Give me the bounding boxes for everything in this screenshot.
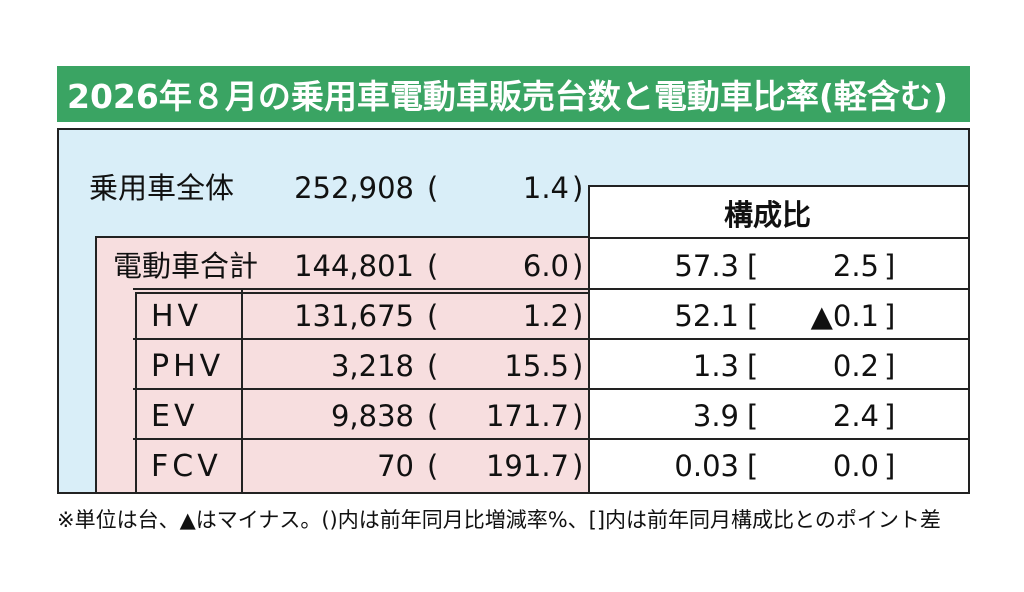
paren-close: ) <box>572 299 584 333</box>
row-label: HV <box>151 299 203 334</box>
row-share-diff: 0.2 <box>832 349 879 383</box>
row-divider <box>133 338 968 340</box>
header-divider <box>590 237 968 239</box>
square-close: ] <box>884 399 896 433</box>
paren-open: ( <box>427 449 439 483</box>
label-divider <box>241 290 243 492</box>
square-open: [ <box>747 249 759 283</box>
total-units: 252,908 <box>294 171 414 205</box>
ev-breakdown <box>135 292 970 492</box>
paren-open: ( <box>427 399 439 433</box>
row-label: FCV <box>151 449 222 484</box>
row-divider <box>133 388 968 390</box>
square-close: ] <box>884 249 896 283</box>
row-share-diff: 0.0 <box>832 449 879 483</box>
row-yoy: 1.2 <box>522 299 569 333</box>
row-yoy: 171.7 <box>485 399 569 433</box>
row-share: 3.9 <box>692 399 739 433</box>
paren-close: ) <box>572 399 584 433</box>
paren-close: ) <box>572 171 584 205</box>
row-divider <box>133 438 968 440</box>
total-yoy: 1.4 <box>522 171 569 205</box>
paren-open: ( <box>427 171 439 205</box>
row-label: 電動車合計 <box>113 249 259 283</box>
row-share: 1.3 <box>692 349 739 383</box>
row-share: 52.1 <box>674 299 739 333</box>
page-title: 2026年８月の乗用車電動車販売台数と電動車比率(軽含む) <box>57 66 970 122</box>
row-units: 3,218 <box>330 349 414 383</box>
ev-units-area <box>97 238 589 492</box>
row-share: 57.3 <box>674 249 739 283</box>
paren-open: ( <box>427 299 439 333</box>
row-share-diff: 2.5 <box>832 249 879 283</box>
square-open: [ <box>747 399 759 433</box>
row-share: 0.03 <box>674 449 739 483</box>
title-text: 2026年８月の乗用車電動車販売台数と電動車比率(軽含む) <box>67 77 949 116</box>
paren-close: ) <box>572 349 584 383</box>
row-divider <box>133 288 968 290</box>
row-yoy: 15.5 <box>504 349 569 383</box>
row-label: EV <box>151 399 199 434</box>
row-units: 70 <box>377 449 414 483</box>
square-close: ] <box>884 299 896 333</box>
row-share-diff: 2.4 <box>832 399 879 433</box>
square-open: [ <box>747 349 759 383</box>
row-share-diff: ▲0.1 <box>810 299 879 333</box>
paren-open: ( <box>427 349 439 383</box>
square-close: ] <box>884 349 896 383</box>
composition-header: 構成比 <box>724 198 812 232</box>
sales-table: 乗用車全体 252,908 ( 1.4 ) 構成比 電動車合計 144,801 … <box>57 128 970 494</box>
total-label: 乗用車全体 <box>89 171 235 205</box>
square-open: [ <box>747 299 759 333</box>
paren-close: ) <box>572 449 584 483</box>
row-units: 9,838 <box>330 399 414 433</box>
paren-close: ) <box>572 249 584 283</box>
row-yoy: 6.0 <box>522 249 569 283</box>
row-units: 144,801 <box>294 249 414 283</box>
row-units: 131,675 <box>294 299 414 333</box>
footnote: ※単位は台、▲はマイナス。()内は前年同月比増減率%、[]内は前年同月構成比との… <box>57 508 941 532</box>
square-open: [ <box>747 449 759 483</box>
row-label: PHV <box>151 349 225 384</box>
paren-open: ( <box>427 249 439 283</box>
row-yoy: 191.7 <box>485 449 569 483</box>
square-close: ] <box>884 449 896 483</box>
